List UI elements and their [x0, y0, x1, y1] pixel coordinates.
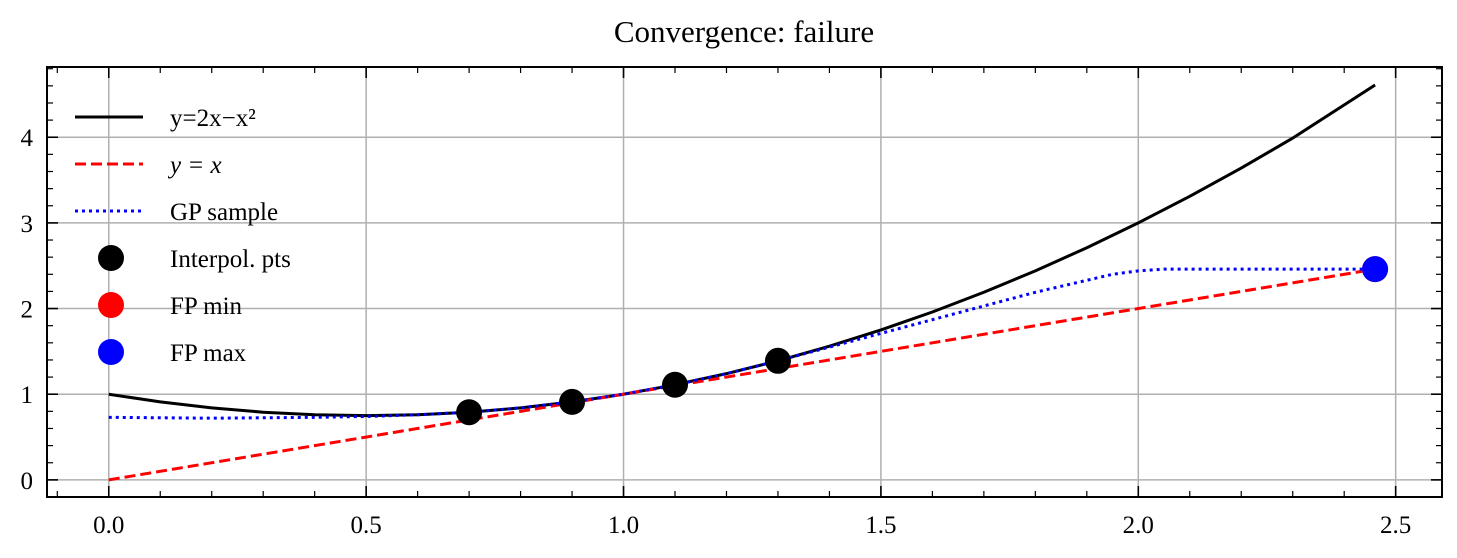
chart-title: Convergence: failure: [614, 14, 874, 49]
legend: y=2x−x² y = x GP sample Interpol. pts FP min…: [75, 105, 291, 367]
y-tick-label: 2: [21, 297, 34, 324]
y-tick-label: 0: [21, 468, 34, 495]
y-tick-label: 4: [21, 125, 34, 152]
legend-label-2: GP sample: [170, 199, 278, 226]
x-tick-label: 1.0: [608, 512, 639, 539]
plot-area: [108, 83, 1389, 482]
legend-marker-4: [98, 292, 124, 318]
legend-label-4: FP min: [170, 293, 243, 320]
series-line-0: [108, 83, 1376, 418]
series-line-1: [108, 267, 1376, 482]
legend-label-5: FP max: [170, 340, 247, 367]
axes-frame: [46, 66, 1443, 498]
x-tick-label: 0.0: [93, 512, 124, 539]
series-point-3: [662, 371, 689, 398]
series-point-3: [764, 347, 791, 374]
y-tick-label: 1: [21, 382, 34, 409]
legend-label-3: Interpol. pts: [170, 246, 291, 273]
x-tick-label: 2.5: [1380, 512, 1411, 539]
legend-label-1: y = x: [167, 152, 222, 179]
x-tick-label: 2.0: [1123, 512, 1154, 539]
series-point-3: [456, 399, 483, 426]
axes: 0.0 0.5 1.0 1.5 2.0 2.5 0 1 2 3 4: [21, 66, 1443, 539]
legend-label-0: y=2x−x²: [170, 105, 256, 132]
legend-marker-5: [98, 339, 124, 365]
x-tick-label: 0.5: [351, 512, 382, 539]
legend-marker-3: [98, 245, 124, 271]
y-tick-label: 3: [21, 211, 34, 238]
series-line-2: [108, 267, 1376, 420]
series-point-3: [559, 388, 586, 415]
series-point-5: [1362, 256, 1389, 283]
grid: [47, 67, 1442, 497]
x-tick-label: 1.5: [865, 512, 896, 539]
series-group: [108, 83, 1376, 482]
